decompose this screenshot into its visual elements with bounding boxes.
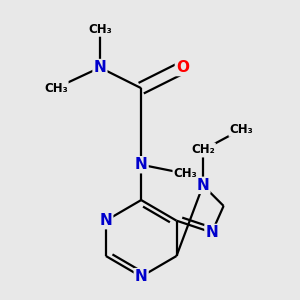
- Text: N: N: [206, 225, 218, 240]
- Text: O: O: [176, 60, 189, 75]
- Text: N: N: [135, 157, 148, 172]
- Text: CH₂: CH₂: [191, 143, 215, 157]
- Text: N: N: [100, 213, 112, 228]
- Text: CH₃: CH₃: [44, 82, 68, 95]
- Text: N: N: [135, 269, 148, 284]
- Text: N: N: [196, 178, 209, 193]
- Text: CH₃: CH₃: [230, 123, 253, 136]
- Text: CH₃: CH₃: [88, 23, 112, 36]
- Text: N: N: [94, 60, 106, 75]
- Text: CH₃: CH₃: [173, 167, 197, 180]
